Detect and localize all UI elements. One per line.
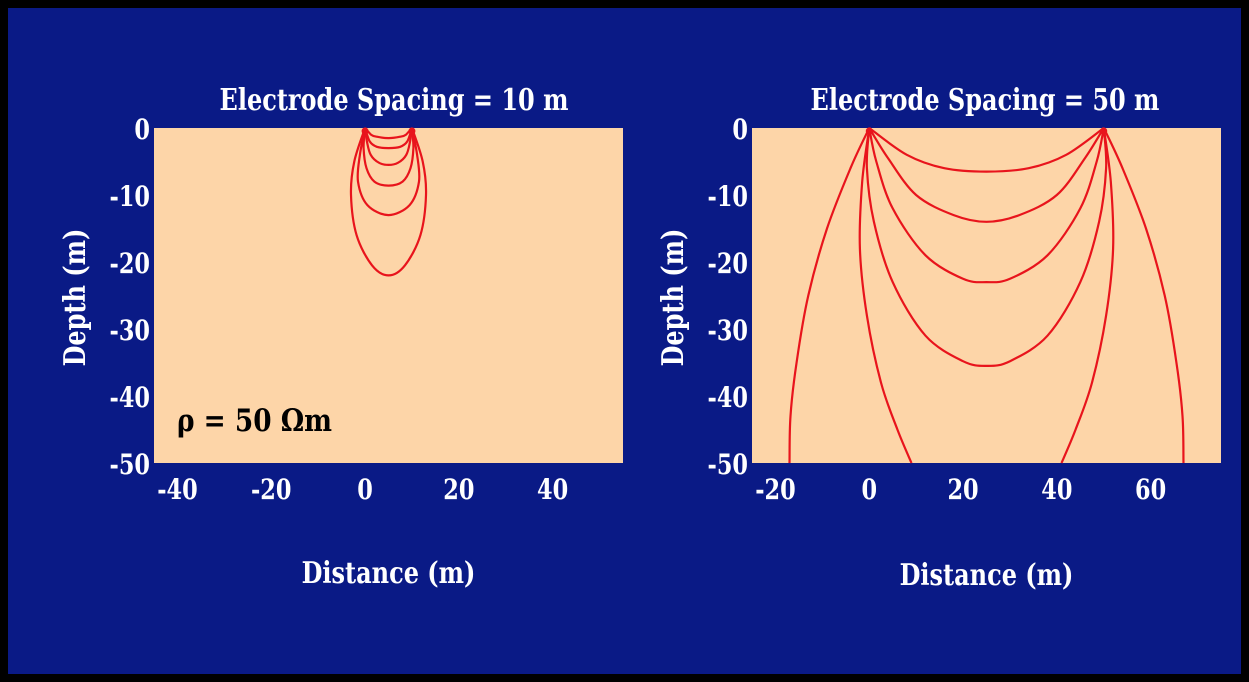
electrode-marker xyxy=(865,127,873,135)
electrode-marker xyxy=(408,127,416,135)
series-line-6 xyxy=(349,127,428,277)
series-line-2 xyxy=(868,127,1105,223)
series-line-7 xyxy=(788,127,871,464)
electrode-marker xyxy=(1100,127,1108,135)
y-axis-label: Depth (m) xyxy=(655,229,690,367)
series-line-1 xyxy=(364,127,413,140)
x-tick-label: 40 xyxy=(1041,472,1072,505)
chart-1: Electrode Spacing = 10 m0-10-20-30-40-50… xyxy=(57,82,623,591)
x-axis-label: Distance (m) xyxy=(302,555,476,590)
y-tick-label: -20 xyxy=(708,246,748,279)
y-tick-label: 0 xyxy=(732,112,748,145)
x-tick-label: 0 xyxy=(861,472,877,505)
series-line-3 xyxy=(364,127,414,167)
y-tick-label: -30 xyxy=(708,313,748,346)
chart-2: Electrode Spacing = 50 m 0 -10 -20 -30 -40 -50… xyxy=(655,82,1221,593)
series-line-6 xyxy=(1060,127,1115,464)
resistivity-annotation: ρ = 50 Ωm xyxy=(177,402,332,439)
x-tick-label: -40 xyxy=(157,472,197,505)
y-tick-label: -50 xyxy=(110,447,150,480)
chart-title: Electrode Spacing = 50 m xyxy=(811,82,1160,117)
x-tick-label: 60 xyxy=(1135,472,1166,505)
y-tick-label: 0 xyxy=(134,112,150,145)
x-tick-label: -20 xyxy=(251,472,291,505)
x-tick-label: -20 xyxy=(755,472,795,505)
series-line-5 xyxy=(858,127,913,464)
series-line-2 xyxy=(364,127,414,150)
y-tick-label: -50 xyxy=(708,447,748,480)
series-line-5 xyxy=(356,127,421,217)
plot-area xyxy=(154,128,623,463)
plot-area xyxy=(752,128,1221,463)
x-tick-label: 20 xyxy=(947,472,978,505)
x-axis-label: Distance (m) xyxy=(900,557,1074,592)
y-tick-label: -30 xyxy=(110,313,150,346)
x-tick-label: 20 xyxy=(443,472,474,505)
series-line-8 xyxy=(1102,127,1185,464)
series-line-4 xyxy=(362,127,415,187)
x-tick-label: 0 xyxy=(357,472,373,505)
x-tick-label: 40 xyxy=(537,472,568,505)
y-tick-label: -40 xyxy=(110,380,150,413)
current-lines xyxy=(788,127,1185,464)
current-lines xyxy=(349,127,428,277)
series-line-4 xyxy=(865,127,1108,368)
y-axis-label: Depth (m) xyxy=(57,229,92,367)
electrode-marker xyxy=(361,127,369,135)
y-tick-label: -10 xyxy=(708,179,748,212)
chart-title: Electrode Spacing = 10 m xyxy=(220,82,569,117)
y-tick-label: -10 xyxy=(110,179,150,212)
series-line-1 xyxy=(868,127,1105,173)
y-tick-label: -20 xyxy=(110,246,150,279)
series-line-3 xyxy=(868,127,1105,284)
y-tick-label: -40 xyxy=(708,380,748,413)
